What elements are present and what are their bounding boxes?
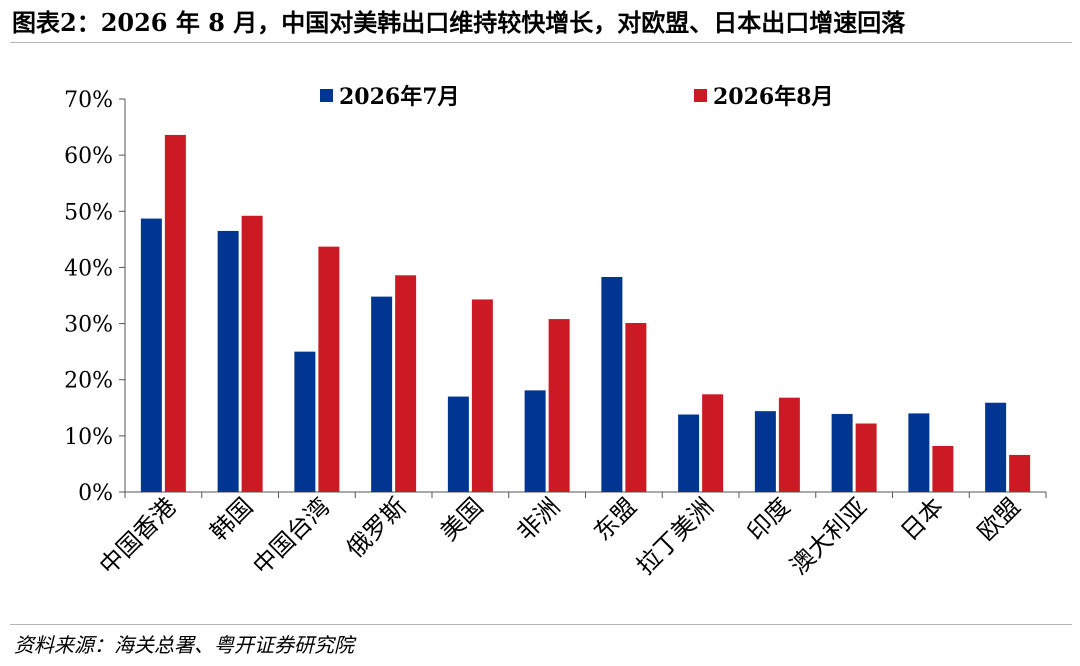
legend-item-series-1: 2026年7月 [320, 80, 460, 110]
bar-series-2 [932, 445, 954, 492]
legend-swatch-series-1 [320, 88, 333, 102]
x-tick-label: 东盟 [588, 492, 642, 546]
legend-label-series-2: 2026年8月 [713, 84, 834, 110]
bar-series-1 [985, 402, 1007, 492]
y-tick-label: 10% [64, 425, 113, 450]
bar-series-1 [371, 296, 393, 492]
x-tick-label: 印度 [742, 492, 796, 546]
x-tick-label: 澳大利亚 [785, 492, 873, 580]
bar-series-1 [678, 414, 700, 492]
source-divider [10, 624, 1072, 625]
bar-series-1 [294, 351, 316, 492]
bar-series-1 [831, 413, 853, 492]
x-tick-label: 欧盟 [972, 492, 1026, 546]
bar-series-2 [318, 246, 340, 492]
x-tick-label: 韩国 [205, 492, 259, 546]
bar-series-2 [241, 215, 263, 492]
bars [140, 134, 1031, 492]
bar-series-2 [471, 299, 493, 492]
x-axis [124, 491, 1047, 498]
y-tick-label: 50% [64, 200, 113, 225]
bar-series-2 [778, 397, 800, 492]
y-tick-label: 20% [64, 369, 113, 394]
x-tick-label: 中国台湾 [247, 492, 335, 580]
source-note: 资料来源：海关总署、粤开证券研究院 [14, 633, 354, 657]
bar-series-1 [217, 230, 239, 492]
y-tick-label: 70% [64, 88, 113, 113]
bar-series-2 [164, 134, 186, 492]
bar-series-2 [1009, 454, 1031, 492]
x-tick-label: 非洲 [512, 492, 566, 546]
y-tick-label: 0% [78, 481, 113, 506]
bar-series-2 [395, 275, 417, 492]
x-tick-label: 日本 [895, 492, 949, 546]
bar-series-1 [601, 276, 623, 492]
x-tick-label: 俄罗斯 [341, 492, 412, 563]
bar-series-2 [702, 394, 724, 492]
title-divider [10, 42, 1072, 43]
legend-swatch-series-2 [694, 88, 707, 102]
bar-series-1 [754, 411, 776, 492]
bar-chart: 0% 10% 20% 30% 40% 50% 60% 70% 中国香港 韩国中国台湾 俄罗斯 美国非… [64, 88, 1047, 580]
x-tick-label: 美国 [435, 492, 489, 546]
figure-title: 图表2：2026 年 8 月，中国对美韩出口维持较快增长，对欧盟、日本出口增速回… [12, 8, 906, 37]
bar-series-2 [548, 319, 570, 492]
bar-series-1 [908, 413, 930, 492]
bar-series-1 [140, 218, 162, 492]
x-tick-label: 拉丁美洲 [631, 492, 719, 580]
bar-series-2 [625, 323, 647, 492]
y-axis: 0% 10% 20% 30% 40% 50% 60% 70% [64, 88, 126, 506]
y-tick-label: 60% [64, 144, 113, 169]
bar-series-2 [855, 423, 877, 492]
legend-label-series-1: 2026年7月 [339, 84, 460, 110]
legend-item-series-2: 2026年8月 [694, 80, 834, 110]
bar-series-1 [524, 390, 546, 492]
y-tick-label: 30% [64, 313, 113, 338]
bar-series-1 [447, 396, 469, 492]
y-tick-label: 40% [64, 256, 113, 281]
